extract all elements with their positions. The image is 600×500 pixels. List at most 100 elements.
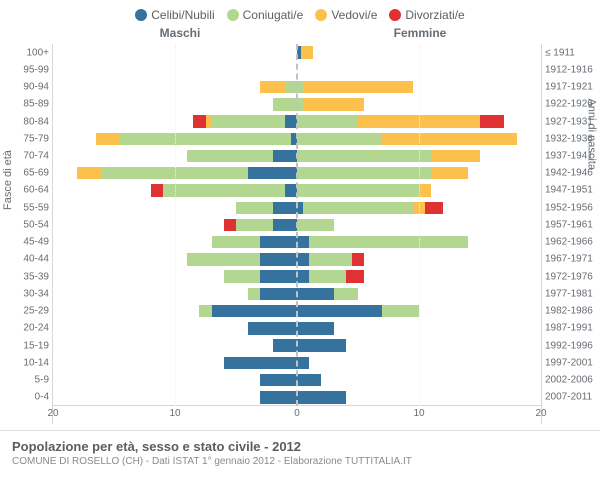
age-label: 90-94 — [5, 82, 49, 93]
bar-segment — [212, 305, 297, 317]
bar-segment — [297, 270, 309, 282]
legend-item: Celibi/Nubili — [135, 8, 214, 22]
bar-segment — [248, 288, 260, 300]
bar-segment — [212, 115, 285, 127]
bar-segment — [273, 150, 297, 162]
bar-segment — [187, 253, 260, 265]
age-label: 35-39 — [5, 271, 49, 282]
plot-area: 100+≤ 191195-991912-191690-941917-192185… — [52, 44, 542, 424]
chart-footer: Popolazione per età, sesso e stato civil… — [0, 430, 600, 467]
bar-segment — [260, 391, 297, 403]
age-label: 20-24 — [5, 323, 49, 334]
x-tick-label: 10 — [413, 408, 424, 419]
bar-segment — [297, 115, 358, 127]
bar-segment — [193, 115, 205, 127]
age-label: 100+ — [5, 47, 49, 58]
bar-segment — [346, 270, 364, 282]
bar-segment — [297, 253, 309, 265]
age-label: 70-74 — [5, 151, 49, 162]
bar-segment — [303, 202, 413, 214]
column-titles: Maschi Femmine — [0, 26, 600, 44]
bar-segment — [273, 339, 297, 351]
column-title-female: Femmine — [300, 26, 540, 40]
birth-year-label: 2007-2011 — [545, 392, 599, 403]
bar-segment — [187, 150, 272, 162]
bar-segment — [297, 322, 334, 334]
birth-year-label: 1952-1956 — [545, 202, 599, 213]
bar-segment — [260, 236, 297, 248]
bar-segment — [297, 357, 309, 369]
bar-segment — [236, 202, 273, 214]
legend: Celibi/Nubili Coniugati/e Vedovi/e Divorzia… — [0, 0, 600, 26]
birth-year-label: 2002-2006 — [545, 375, 599, 386]
bar-segment — [480, 115, 504, 127]
legend-label: Coniugati/e — [243, 8, 304, 22]
bar-segment — [120, 133, 291, 145]
bar-segment — [303, 81, 413, 93]
bar-segment — [260, 253, 297, 265]
age-label: 30-34 — [5, 288, 49, 299]
legend-label: Vedovi/e — [331, 8, 377, 22]
age-label: 65-69 — [5, 168, 49, 179]
bar-segment — [260, 374, 297, 386]
bar-segment — [425, 202, 443, 214]
birth-year-label: 1912-1916 — [545, 64, 599, 75]
birth-year-label: 1927-1931 — [545, 116, 599, 127]
x-tick-label: 10 — [169, 408, 180, 419]
bar-segment — [297, 374, 321, 386]
bar-segment — [297, 288, 334, 300]
bar-segment — [163, 184, 285, 196]
column-title-male: Maschi — [60, 26, 300, 40]
legend-item: Divorziati/e — [389, 8, 464, 22]
chart-title: Popolazione per età, sesso e stato civil… — [12, 439, 588, 454]
bar-segment — [260, 270, 297, 282]
bar-segment — [297, 219, 334, 231]
birth-year-label: 1992-1996 — [545, 340, 599, 351]
birth-year-label: 1922-1926 — [545, 99, 599, 110]
bar-segment — [431, 150, 480, 162]
bar-segment — [309, 236, 468, 248]
legend-swatch — [315, 9, 327, 21]
bar-segment — [297, 236, 309, 248]
legend-item: Coniugati/e — [227, 8, 304, 22]
bar-segment — [297, 184, 419, 196]
birth-year-label: 1942-1946 — [545, 168, 599, 179]
bar-segment — [224, 219, 236, 231]
bar-segment — [297, 167, 431, 179]
bar-segment — [297, 339, 346, 351]
birth-year-label: 1947-1951 — [545, 185, 599, 196]
bar-segment — [297, 391, 346, 403]
birth-year-label: 1967-1971 — [545, 254, 599, 265]
age-label: 5-9 — [5, 375, 49, 386]
bar-segment — [212, 236, 261, 248]
bar-segment — [382, 305, 419, 317]
age-label: 25-29 — [5, 306, 49, 317]
bar-segment — [248, 167, 297, 179]
legend-swatch — [227, 9, 239, 21]
bar-segment — [301, 46, 313, 58]
x-gridline — [419, 44, 420, 406]
bar-segment — [224, 270, 261, 282]
birth-year-label: 1997-2001 — [545, 357, 599, 368]
age-label: 85-89 — [5, 99, 49, 110]
bar-segment — [334, 288, 358, 300]
birth-year-label: 1977-1981 — [545, 288, 599, 299]
bar-segment — [382, 133, 516, 145]
bar-segment — [309, 270, 346, 282]
age-label: 15-19 — [5, 340, 49, 351]
x-tick-label: 0 — [294, 408, 300, 419]
age-label: 80-84 — [5, 116, 49, 127]
bar-segment — [431, 167, 468, 179]
age-label: 55-59 — [5, 202, 49, 213]
bar-segment — [352, 253, 364, 265]
bar-segment — [96, 133, 120, 145]
age-label: 50-54 — [5, 219, 49, 230]
legend-label: Celibi/Nubili — [151, 8, 214, 22]
chart-subtitle: COMUNE DI ROSELLO (CH) - Dati ISTAT 1° g… — [12, 456, 588, 467]
bar-segment — [297, 305, 382, 317]
bar-segment — [260, 288, 297, 300]
bar-segment — [224, 357, 297, 369]
bar-segment — [273, 202, 297, 214]
bar-segment — [151, 184, 163, 196]
age-label: 75-79 — [5, 133, 49, 144]
